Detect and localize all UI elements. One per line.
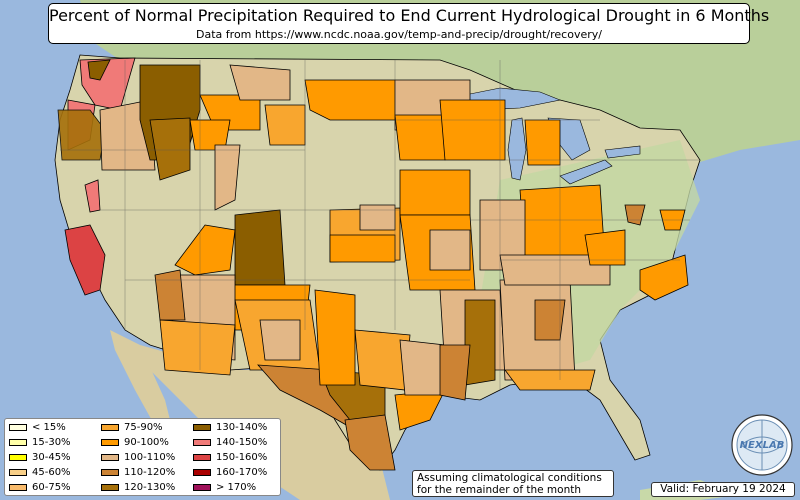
note-line-2: for the remainder of the month bbox=[417, 484, 582, 496]
legend-label: 160-170% bbox=[216, 467, 268, 478]
region-mo-tan bbox=[429, 229, 471, 271]
legend-item: 30-45% bbox=[9, 452, 71, 464]
region-nm-tan bbox=[259, 319, 301, 361]
region-co-dark bbox=[234, 209, 286, 286]
legend-swatch bbox=[9, 438, 27, 446]
legend-swatch bbox=[193, 438, 211, 446]
region-wy-orange bbox=[264, 104, 306, 146]
legend-label: 110-120% bbox=[124, 467, 176, 478]
legend-item: 100-110% bbox=[101, 452, 175, 464]
region-la-brown bbox=[439, 344, 471, 401]
baja bbox=[110, 330, 175, 440]
region-ks-orange bbox=[329, 234, 396, 263]
legend-swatch bbox=[9, 468, 27, 476]
legend-item: > 170% bbox=[193, 482, 256, 494]
legend-swatch bbox=[101, 453, 119, 461]
region-al-brown bbox=[534, 299, 566, 341]
legend-swatch bbox=[101, 483, 119, 491]
note-line-1: Assuming climatological conditions bbox=[417, 472, 602, 484]
legend-item: 110-120% bbox=[101, 467, 175, 479]
region-az-orange bbox=[159, 319, 236, 376]
legend-swatch bbox=[9, 423, 27, 431]
region-ks-tan bbox=[359, 204, 396, 231]
legend-label: 90-100% bbox=[124, 437, 169, 448]
region-az-brown bbox=[154, 269, 186, 321]
legend-item: 75-90% bbox=[101, 422, 163, 434]
region-id-brown bbox=[149, 117, 191, 181]
region-mi-orange bbox=[524, 119, 561, 166]
lake-ontario bbox=[604, 145, 641, 159]
legend-label: 45-60% bbox=[32, 467, 71, 478]
legend-item: 15-30% bbox=[9, 437, 71, 449]
region-nc-orange bbox=[639, 254, 689, 301]
map-subtitle: Data from https://www.ncdc.noaa.gov/temp… bbox=[196, 28, 602, 41]
legend-item: 90-100% bbox=[101, 437, 169, 449]
legend-item: 160-170% bbox=[193, 467, 267, 479]
legend-label: 100-110% bbox=[124, 452, 176, 463]
legend-swatch bbox=[9, 483, 27, 491]
legend-item: 130-140% bbox=[193, 422, 267, 434]
legend-label: 140-150% bbox=[216, 437, 268, 448]
legend-label: 130-140% bbox=[216, 422, 268, 433]
map-title: Percent of Normal Precipitation Required… bbox=[49, 6, 770, 25]
region-ky-orange bbox=[584, 229, 626, 266]
legend-item: 120-130% bbox=[101, 482, 175, 494]
legend-label: 30-45% bbox=[32, 452, 71, 463]
region-ca-red bbox=[64, 224, 106, 296]
region-wi-orange bbox=[439, 99, 506, 161]
legend-swatch bbox=[193, 423, 211, 431]
legend-swatch bbox=[193, 453, 211, 461]
legend-swatch bbox=[101, 468, 119, 476]
region-tx-orange-n bbox=[314, 289, 356, 386]
region-mn-orange bbox=[394, 114, 446, 161]
legend-label: 60-75% bbox=[32, 482, 71, 493]
legend-label: 15-30% bbox=[32, 437, 71, 448]
legend-label: 120-130% bbox=[124, 482, 176, 493]
region-ia-orange bbox=[399, 169, 471, 216]
legend-item: 45-60% bbox=[9, 467, 71, 479]
assumption-note: Assuming climatological conditions for t… bbox=[412, 470, 614, 497]
legend-swatch bbox=[193, 468, 211, 476]
legend-label: 150-160% bbox=[216, 452, 268, 463]
valid-date: Valid: February 19 2024 bbox=[651, 482, 795, 497]
legend-item: 150-160% bbox=[193, 452, 267, 464]
legend: < 15% 15-30% 30-45% 45-60% 60-75% 75-90% 90-10… bbox=[4, 418, 281, 496]
region-ms-brown bbox=[464, 299, 496, 386]
region-tx-brown-s bbox=[344, 414, 396, 471]
drought-regions bbox=[57, 57, 689, 471]
legend-item: < 15% bbox=[9, 422, 66, 434]
legend-label: > 170% bbox=[216, 482, 257, 493]
legend-swatch bbox=[101, 423, 119, 431]
title-box: Percent of Normal Precipitation Required… bbox=[48, 3, 770, 44]
region-mt-tan bbox=[229, 64, 291, 101]
logo-text: NEXLAB bbox=[740, 440, 785, 451]
lake-michigan bbox=[507, 117, 527, 181]
region-tn-tan bbox=[499, 254, 611, 286]
region-gulf-orange bbox=[504, 369, 596, 391]
region-tx-tan bbox=[399, 339, 446, 396]
legend-swatch bbox=[9, 453, 27, 461]
region-wy-tan bbox=[214, 144, 241, 211]
legend-item: 60-75% bbox=[9, 482, 71, 494]
legend-item: 140-150% bbox=[193, 437, 267, 449]
state-borders bbox=[60, 60, 700, 390]
legend-swatch bbox=[101, 438, 119, 446]
region-wa-dark bbox=[87, 59, 111, 81]
lake-erie bbox=[559, 159, 613, 185]
region-ut-orange bbox=[174, 224, 236, 276]
nexlab-logo: NEXLAB bbox=[731, 414, 793, 476]
legend-swatch bbox=[193, 483, 211, 491]
region-sd-orange bbox=[304, 79, 396, 121]
legend-label: < 15% bbox=[32, 422, 66, 433]
legend-label: 75-90% bbox=[124, 422, 163, 433]
